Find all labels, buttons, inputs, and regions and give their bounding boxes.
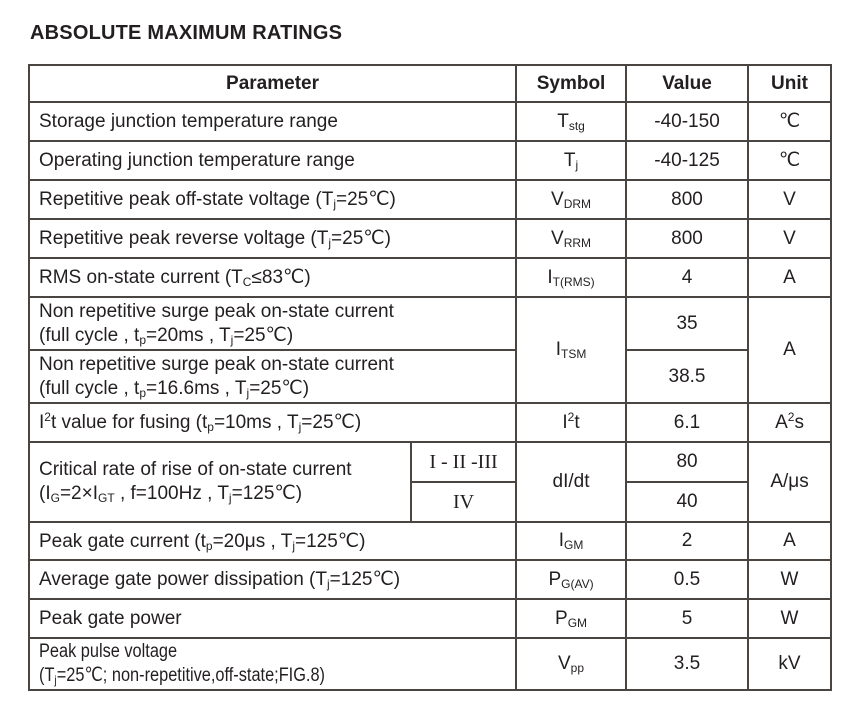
symbol-cell: PGM bbox=[515, 598, 628, 639]
header-unit: Unit bbox=[747, 64, 833, 103]
unit-cell: V bbox=[747, 218, 833, 259]
table-row: Operating junction temperature range Tj … bbox=[27, 140, 833, 181]
table-row: Peak gate current (tp=20μs , Tj=125℃) IG… bbox=[27, 521, 833, 561]
table-row: Repetitive peak off-state voltage (Tj=25… bbox=[27, 179, 833, 220]
table-row: Critical rate of rise of on-state curren… bbox=[28, 441, 833, 523]
parameter-cell: Peak pulse voltage (Tj=25℃; non-repetiti… bbox=[27, 637, 518, 691]
value-cell: 35 bbox=[625, 296, 750, 351]
table-row: I2t value for fusing (tp=10ms , Tj=25℃) … bbox=[27, 402, 833, 443]
unit-cell: W bbox=[747, 559, 833, 600]
parameter-cell: Peak gate power bbox=[27, 598, 518, 639]
parameter-cell: Peak gate current (tp=20μs , Tj=125℃) bbox=[27, 521, 518, 561]
absolute-maximum-ratings-table: Parameter Symbol Value Unit Storage junc… bbox=[27, 64, 833, 691]
symbol-cell: VRRM bbox=[515, 218, 628, 259]
unit-cell: ℃ bbox=[747, 101, 833, 142]
parameter-cell: RMS on-state current (TC≤83℃) bbox=[27, 257, 518, 298]
parameter-line1: Critical rate of rise of on-state curren… bbox=[39, 459, 352, 480]
value-cell: 6.1 bbox=[625, 402, 750, 443]
symbol-cell: dI/dt bbox=[515, 441, 628, 523]
table-header-row: Parameter Symbol Value Unit bbox=[27, 64, 833, 103]
symbol-cell: ITSM bbox=[515, 296, 628, 404]
value-cell: -40-125 bbox=[625, 140, 750, 181]
thyristor-class-cell: I - II -III bbox=[409, 441, 518, 483]
parameter-cell: Critical rate of rise of on-state curren… bbox=[28, 441, 412, 523]
parameter-cell: Operating junction temperature range bbox=[27, 140, 518, 181]
parameter-cell: Repetitive peak reverse voltage (Tj=25℃) bbox=[27, 218, 518, 259]
symbol-cell: I2t bbox=[515, 402, 628, 443]
value-cell: 38.5 bbox=[625, 349, 750, 404]
value-cell: 0.5 bbox=[625, 559, 750, 600]
unit-cell: ℃ bbox=[747, 140, 833, 181]
table-row: Average gate power dissipation (Tj=125℃)… bbox=[27, 559, 833, 600]
unit-cell: A bbox=[747, 521, 833, 561]
parameter-cell: Average gate power dissipation (Tj=125℃) bbox=[27, 559, 518, 600]
parameter-cell: I2t value for fusing (tp=10ms , Tj=25℃) bbox=[27, 402, 518, 443]
symbol-cell: VDRM bbox=[515, 179, 628, 220]
header-value: Value bbox=[625, 64, 750, 103]
value-cell: 80 bbox=[625, 441, 750, 483]
unit-cell: A bbox=[747, 296, 833, 404]
parameter-line1: Peak pulse voltage bbox=[39, 641, 178, 662]
symbol-cell: Vpp bbox=[515, 637, 628, 691]
value-cell: 5 bbox=[625, 598, 750, 639]
value-cell: 800 bbox=[625, 218, 750, 259]
parameter-cell: Repetitive peak off-state voltage (Tj=25… bbox=[27, 179, 518, 220]
unit-cell: kV bbox=[747, 637, 833, 691]
table-row: Storage junction temperature range Tstg … bbox=[27, 101, 833, 142]
unit-cell: A2s bbox=[747, 402, 833, 443]
parameter-line1: Non repetitive surge peak on-state curre… bbox=[39, 300, 394, 322]
page-title: ABSOLUTE MAXIMUM RATINGS bbox=[30, 22, 343, 44]
symbol-cell: IT(RMS) bbox=[515, 257, 628, 298]
unit-cell: V bbox=[747, 179, 833, 220]
parameter-cell: Non repetitive surge peak on-state curre… bbox=[27, 349, 518, 404]
table-row: Non repetitive surge peak on-state curre… bbox=[27, 296, 833, 404]
parameter-line2: (full cycle , tp=20ms , Tj=25℃) bbox=[39, 324, 294, 347]
unit-cell: A/μs bbox=[747, 441, 833, 523]
table-row: Repetitive peak reverse voltage (Tj=25℃)… bbox=[27, 218, 833, 259]
table-row: IV 40 bbox=[29, 481, 831, 523]
table-row: Peak pulse voltage (Tj=25℃; non-repetiti… bbox=[27, 637, 833, 691]
value-cell: 2 bbox=[625, 521, 750, 561]
unit-cell: W bbox=[747, 598, 833, 639]
symbol-cell: PG(AV) bbox=[515, 559, 628, 600]
thyristor-class-cell: IV bbox=[409, 481, 518, 523]
value-cell: 40 bbox=[625, 481, 750, 523]
parameter-cell: Non repetitive surge peak on-state curre… bbox=[27, 296, 518, 351]
symbol-cell: IGM bbox=[515, 521, 628, 561]
table-row: Non repetitive surge peak on-state curre… bbox=[27, 349, 831, 404]
value-cell: 3.5 bbox=[625, 637, 750, 691]
value-cell: 4 bbox=[625, 257, 750, 298]
parameter-line2: (full cycle , tp=16.6ms , Tj=25℃) bbox=[39, 377, 310, 400]
parameter-line2: (Tj=25℃; non-repetitive,off-state;FIG.8) bbox=[39, 665, 326, 687]
parameter-line2: (IG=2×IGT , f=100Hz , Tj=125℃) bbox=[39, 483, 303, 505]
symbol-cell: Tstg bbox=[515, 101, 628, 142]
value-cell: 800 bbox=[625, 179, 750, 220]
table-row: RMS on-state current (TC≤83℃) IT(RMS) 4 … bbox=[27, 257, 833, 298]
parameter-line1: Non repetitive surge peak on-state curre… bbox=[39, 353, 394, 375]
table-row: Peak gate power PGM 5 W bbox=[27, 598, 833, 639]
symbol-cell: Tj bbox=[515, 140, 628, 181]
header-symbol: Symbol bbox=[515, 64, 628, 103]
unit-cell: A bbox=[747, 257, 833, 298]
parameter-cell: Storage junction temperature range bbox=[27, 101, 518, 142]
value-cell: -40-150 bbox=[625, 101, 750, 142]
header-parameter: Parameter bbox=[27, 64, 518, 103]
